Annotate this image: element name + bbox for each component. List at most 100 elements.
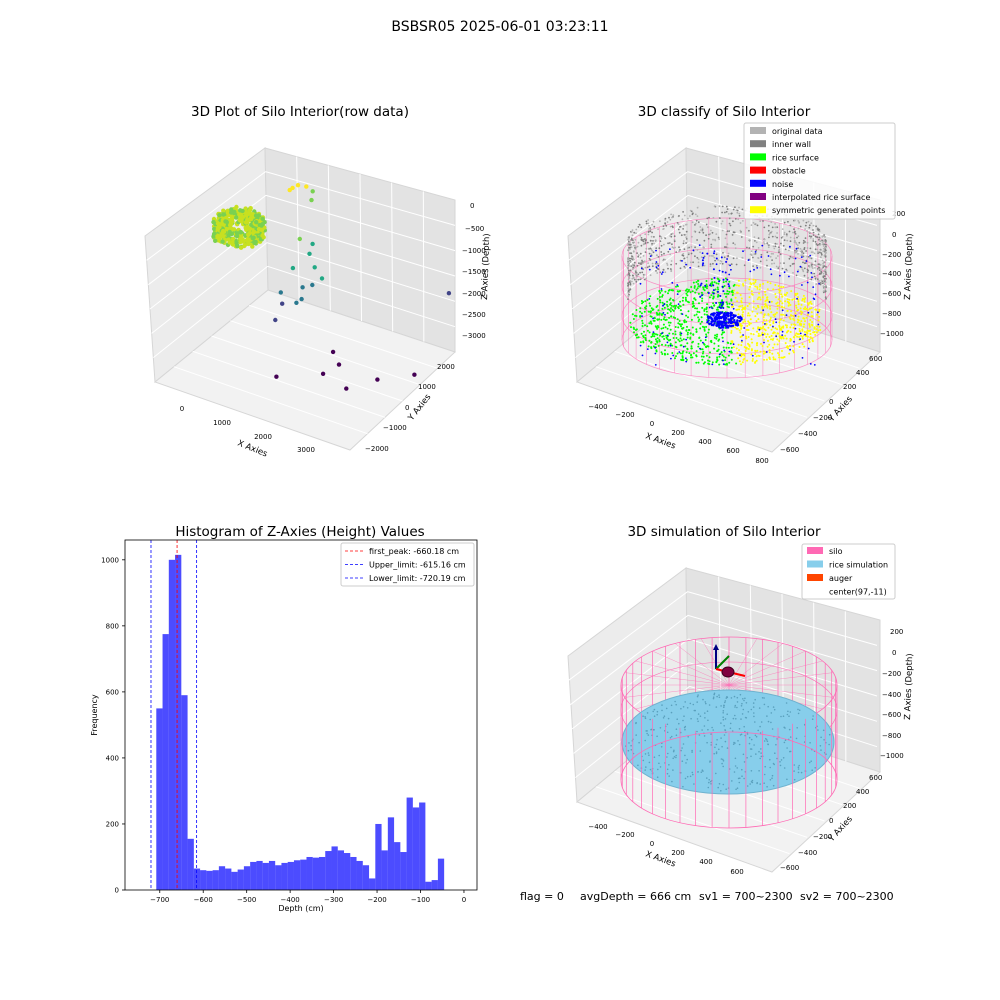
rice-sim-point: [751, 781, 754, 784]
wall-point: [724, 211, 726, 214]
noise-point: [727, 318, 730, 321]
wall-point: [663, 237, 666, 239]
sim-xtick: −400: [588, 823, 607, 831]
wall-point: [774, 226, 777, 229]
rice-surface-point: [664, 326, 667, 329]
noise-point: [666, 341, 669, 344]
symmetric-point: [748, 321, 751, 324]
noise-point: [701, 264, 704, 266]
panel-simulation-3d: 3D simulation of Silo Interior −400 −200…: [567, 524, 915, 876]
wall-point: [822, 245, 825, 247]
rice-surface-point: [698, 318, 701, 321]
rice-surface-point: [710, 294, 713, 297]
wall-point: [824, 281, 827, 284]
wall-point: [805, 221, 808, 224]
rice-surface-point: [735, 362, 738, 365]
wall-point: [814, 235, 817, 238]
rice-surface-point: [674, 333, 677, 336]
wall-point: [795, 274, 798, 277]
wall-point: [797, 247, 799, 250]
wall-point: [697, 221, 700, 224]
rice-sim-point: [722, 758, 724, 761]
wall-point: [802, 239, 805, 242]
footer-sv2: sv2 = 700~2300: [800, 890, 894, 903]
rice-sim-point: [675, 756, 677, 759]
rice-sim-point: [630, 744, 632, 747]
rice-sim-point: [776, 757, 778, 760]
symmetric-point: [779, 318, 782, 321]
rice-surface-point: [710, 278, 713, 281]
raw-point: [240, 208, 245, 214]
rice-surface-point: [729, 342, 732, 345]
rice-surface-point: [707, 359, 709, 362]
wall-point: [814, 248, 817, 251]
rice-sim-point: [744, 716, 747, 719]
wall-point: [682, 225, 685, 227]
rice-surface-point: [716, 356, 719, 359]
rice-surface-point: [671, 352, 674, 354]
rice-sim-point: [743, 777, 745, 780]
rice-surface-point: [730, 346, 733, 349]
rice-sim-point: [755, 753, 757, 755]
hist-bar: [293, 860, 301, 890]
symmetric-point: [735, 347, 738, 350]
rice-sim-point: [657, 768, 659, 771]
rice-surface-point: [647, 345, 650, 348]
rice-surface-point: [682, 303, 685, 306]
cls-ytick: −600: [780, 446, 799, 454]
symmetric-point: [745, 335, 747, 338]
wall-point: [749, 253, 752, 256]
wall-point: [808, 231, 811, 234]
noise-point: [699, 347, 701, 350]
wall-point: [629, 252, 631, 255]
wall-point: [650, 235, 653, 238]
hist-bar: [268, 860, 276, 890]
symmetric-point: [762, 282, 765, 285]
symmetric-point: [786, 330, 789, 333]
rice-surface-point: [681, 355, 684, 358]
wall-point: [645, 277, 647, 280]
symmetric-point: [811, 340, 814, 343]
symmetric-point: [799, 323, 802, 326]
raw-ztick: 0: [470, 202, 474, 210]
wall-point: [818, 230, 821, 233]
rice-sim-point: [703, 735, 706, 737]
symmetric-point: [740, 324, 743, 327]
raw-zlabel: Z Axies (Depth): [480, 233, 492, 300]
legend-label: auger: [829, 574, 853, 583]
noise-point: [785, 314, 788, 316]
symmetric-point: [750, 348, 753, 351]
wall-point: [686, 256, 689, 259]
rice-surface-point: [670, 307, 672, 310]
wall-point: [808, 266, 811, 268]
symmetric-point: [767, 326, 770, 329]
legend-label: Lower_limit: -720.19 cm: [369, 574, 466, 583]
symmetric-point: [789, 304, 792, 306]
cls-ytick: 200: [843, 383, 856, 391]
rice-sim-point: [701, 729, 703, 731]
wall-point: [647, 262, 649, 264]
wall-point: [825, 240, 827, 242]
wall-point: [648, 265, 651, 268]
rice-surface-point: [634, 314, 636, 317]
raw-point: [330, 349, 336, 355]
noise-point: [743, 327, 746, 329]
raw-point: [260, 221, 265, 227]
wall-point: [664, 271, 667, 274]
rice-surface-point: [684, 289, 687, 292]
symmetric-point: [801, 329, 804, 332]
rice-sim-point: [722, 765, 724, 768]
rice-sim-point: [772, 784, 775, 787]
rice-sim-point: [649, 718, 651, 721]
raw-xtick: 2000: [254, 433, 272, 441]
wall-point: [797, 253, 799, 255]
symmetric-point: [772, 313, 775, 316]
rice-sim-point: [734, 704, 737, 707]
wall-point: [818, 280, 820, 282]
rice-sim-point: [808, 761, 811, 764]
wall-point: [636, 264, 639, 267]
noise-point: [639, 344, 642, 347]
wall-point: [651, 231, 653, 234]
rice-surface-point: [632, 318, 635, 320]
rice-sim-point: [723, 706, 725, 708]
